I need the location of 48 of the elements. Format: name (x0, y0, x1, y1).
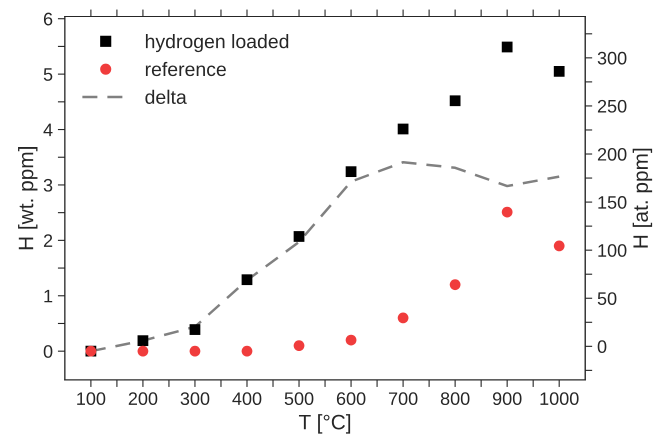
point (190, 324, 200, 335)
point (346, 166, 356, 178)
legend-label: delta (145, 90, 187, 104)
x-tick-label: 500 (284, 392, 314, 406)
y-tick-label: 6 (44, 12, 52, 26)
point (554, 240, 565, 252)
y2-tick-label: 100 (598, 244, 626, 257)
legend-label: reference (146, 62, 226, 76)
x-tick-label: 100 (77, 392, 106, 406)
x-tick-label: 700 (388, 392, 418, 406)
point (554, 66, 565, 77)
y-tick-label: 4 (43, 124, 53, 136)
point (242, 274, 252, 286)
y2-tick-label: 200 (598, 148, 626, 161)
point (190, 346, 200, 357)
x-tick-label: 1000 (540, 392, 579, 406)
point (138, 346, 148, 357)
x-tick-label: 400 (232, 392, 262, 406)
y2-tick-label: 300 (598, 52, 626, 65)
x-tick-label: 900 (492, 392, 522, 406)
point (502, 206, 513, 218)
x-tick-label: 600 (336, 392, 366, 406)
y2-tick-label: 50 (598, 292, 616, 305)
y-tick-label: 3 (44, 178, 52, 192)
point (294, 231, 304, 242)
point (450, 279, 461, 290)
x-tick-label: 200 (128, 392, 158, 406)
point (398, 124, 408, 134)
y2-tick-label: 250 (598, 100, 626, 113)
point (294, 340, 304, 352)
x-tick-label: 300 (180, 392, 210, 406)
y2-tick-label: 150 (598, 196, 626, 209)
y2-tick-label: 0 (598, 340, 606, 354)
y2-axis-title: H [at. ppm] (632, 148, 652, 248)
point (242, 346, 252, 357)
y-tick-label: 0 (44, 345, 52, 358)
point (450, 95, 461, 106)
y-tick-label: 1 (44, 290, 52, 302)
x-axis-title: T [°C] (298, 414, 350, 434)
y-tick-label: 2 (44, 234, 52, 247)
x-tick-label: 800 (440, 392, 470, 406)
point (502, 42, 513, 52)
y-tick-label: 5 (44, 68, 52, 81)
point (346, 334, 356, 346)
legend-label: hydrogen loaded (146, 34, 288, 52)
y-axis-title: H [wt. ppm] (18, 147, 38, 250)
point (398, 312, 408, 324)
point (138, 335, 148, 346)
